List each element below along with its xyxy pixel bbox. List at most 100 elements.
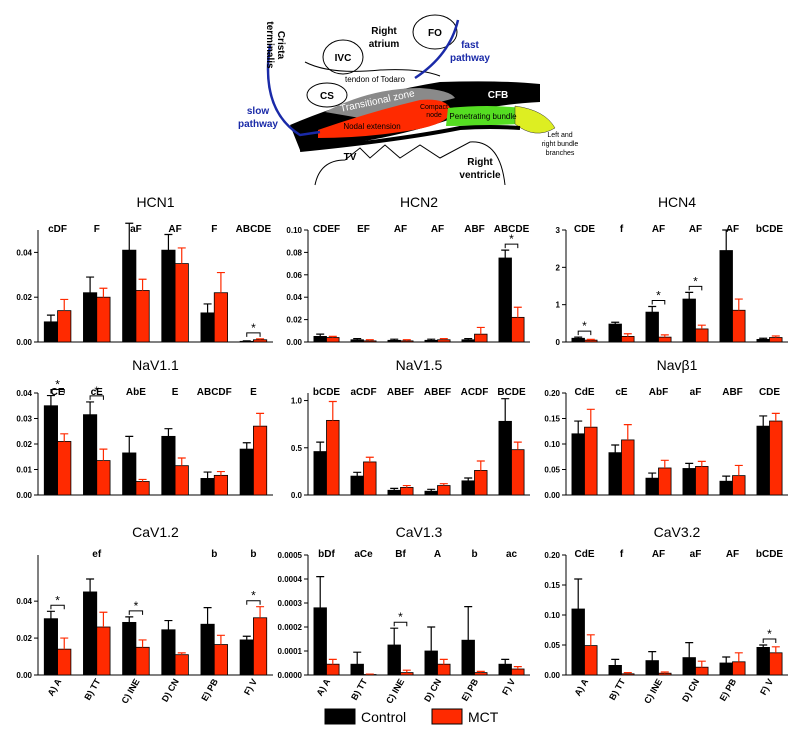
error-bar <box>164 621 172 630</box>
bar <box>499 664 512 675</box>
sig-star: * <box>134 599 139 613</box>
bar <box>499 421 512 495</box>
group-label: ABF <box>464 224 485 235</box>
error-bar <box>243 443 251 449</box>
group-label: EF <box>357 224 370 235</box>
x-tick-label: D) CN <box>422 677 443 704</box>
error-bar <box>47 611 55 618</box>
bar <box>720 663 733 675</box>
bar <box>462 640 475 675</box>
error-bar <box>178 248 186 264</box>
error-bar <box>698 325 706 329</box>
bar <box>327 664 340 675</box>
error-bar <box>99 449 107 460</box>
group-label: AF <box>726 549 739 560</box>
group-label: AF <box>652 224 665 235</box>
error-bar <box>204 472 212 478</box>
group-label: AF <box>652 549 665 560</box>
bar <box>770 653 783 675</box>
bar <box>499 258 512 342</box>
bar <box>327 338 340 342</box>
label: IVC <box>335 53 352 64</box>
bar <box>214 645 227 675</box>
group-label: aF <box>130 224 142 235</box>
group-label: E <box>250 387 257 398</box>
bar <box>572 434 585 495</box>
chart-title: CaV3.2 <box>654 524 701 540</box>
bar <box>351 664 364 675</box>
chart-title: NaV1.1 <box>132 357 179 373</box>
error-bar <box>329 659 337 664</box>
bar <box>97 297 110 342</box>
sig-star: * <box>398 610 403 624</box>
error-bar <box>735 299 743 310</box>
group-label: AF <box>394 224 407 235</box>
error-bar <box>587 409 595 427</box>
bar <box>646 478 659 495</box>
y-tick-label: 0.0005 <box>278 551 303 560</box>
bar <box>351 340 364 342</box>
label: Crista <box>275 31 286 60</box>
error-bar <box>164 234 172 250</box>
label: fast <box>461 40 479 51</box>
bar <box>314 452 327 495</box>
y-tick-label: 2 <box>556 263 561 272</box>
label: CS <box>320 91 334 102</box>
bar <box>364 462 377 495</box>
label: branches <box>546 150 575 157</box>
bar <box>572 609 585 675</box>
y-tick-label: 0.15 <box>544 581 560 590</box>
y-tick-label: 0.0002 <box>278 623 303 632</box>
bar <box>646 312 659 342</box>
y-tick-label: 0.00 <box>16 491 32 500</box>
group-label: f <box>620 224 624 235</box>
error-bar <box>99 288 107 297</box>
error-bar <box>722 657 730 663</box>
bar <box>162 436 175 495</box>
error-bar <box>735 653 743 662</box>
bar <box>327 420 340 495</box>
x-tick-label: C) INE <box>642 677 664 705</box>
error-bar <box>217 472 225 476</box>
y-tick-label: 0.02 <box>16 634 32 643</box>
group-label: AbF <box>649 387 668 398</box>
bar <box>253 426 266 495</box>
bar <box>214 475 227 495</box>
y-tick-label: 0.10 <box>544 611 560 620</box>
error-bar <box>685 292 693 299</box>
error-bar <box>722 476 730 481</box>
group-label: A <box>434 549 441 560</box>
error-bar <box>698 661 706 667</box>
label: Penetrating bundle <box>449 112 517 121</box>
bar <box>572 338 585 342</box>
group-label: CdE <box>575 549 595 560</box>
bar <box>364 341 377 342</box>
label: terminalis <box>264 21 275 69</box>
sig-star: * <box>251 321 256 335</box>
bar <box>757 426 770 495</box>
x-tick-label: E) PB <box>199 677 220 703</box>
error-bar <box>611 445 619 453</box>
bar <box>512 450 525 495</box>
label: right bundle <box>542 141 579 148</box>
error-bar <box>759 416 767 426</box>
y-tick-label: 0.00 <box>544 671 560 680</box>
group-label: bCDE <box>756 549 784 560</box>
bar <box>97 627 110 675</box>
error-bar <box>587 635 595 646</box>
chart-title: NaV1.5 <box>396 357 443 373</box>
error-bar <box>661 460 669 468</box>
bar <box>175 264 188 342</box>
x-tick-label: B) TT <box>82 677 102 702</box>
group-label: ABF <box>722 387 743 398</box>
bar <box>733 476 746 495</box>
bar <box>123 250 136 342</box>
bar <box>462 340 475 342</box>
bar <box>401 673 414 675</box>
diagram: IVC FO CS Right atrium fast pathway Cris… <box>238 15 578 185</box>
y-tick-label: 0.00 <box>544 491 560 500</box>
x-tick-label: A) A <box>314 677 332 698</box>
chart-title: CaV1.3 <box>396 524 443 540</box>
group-label: aF <box>690 549 702 560</box>
legend-label: Control <box>361 709 406 725</box>
